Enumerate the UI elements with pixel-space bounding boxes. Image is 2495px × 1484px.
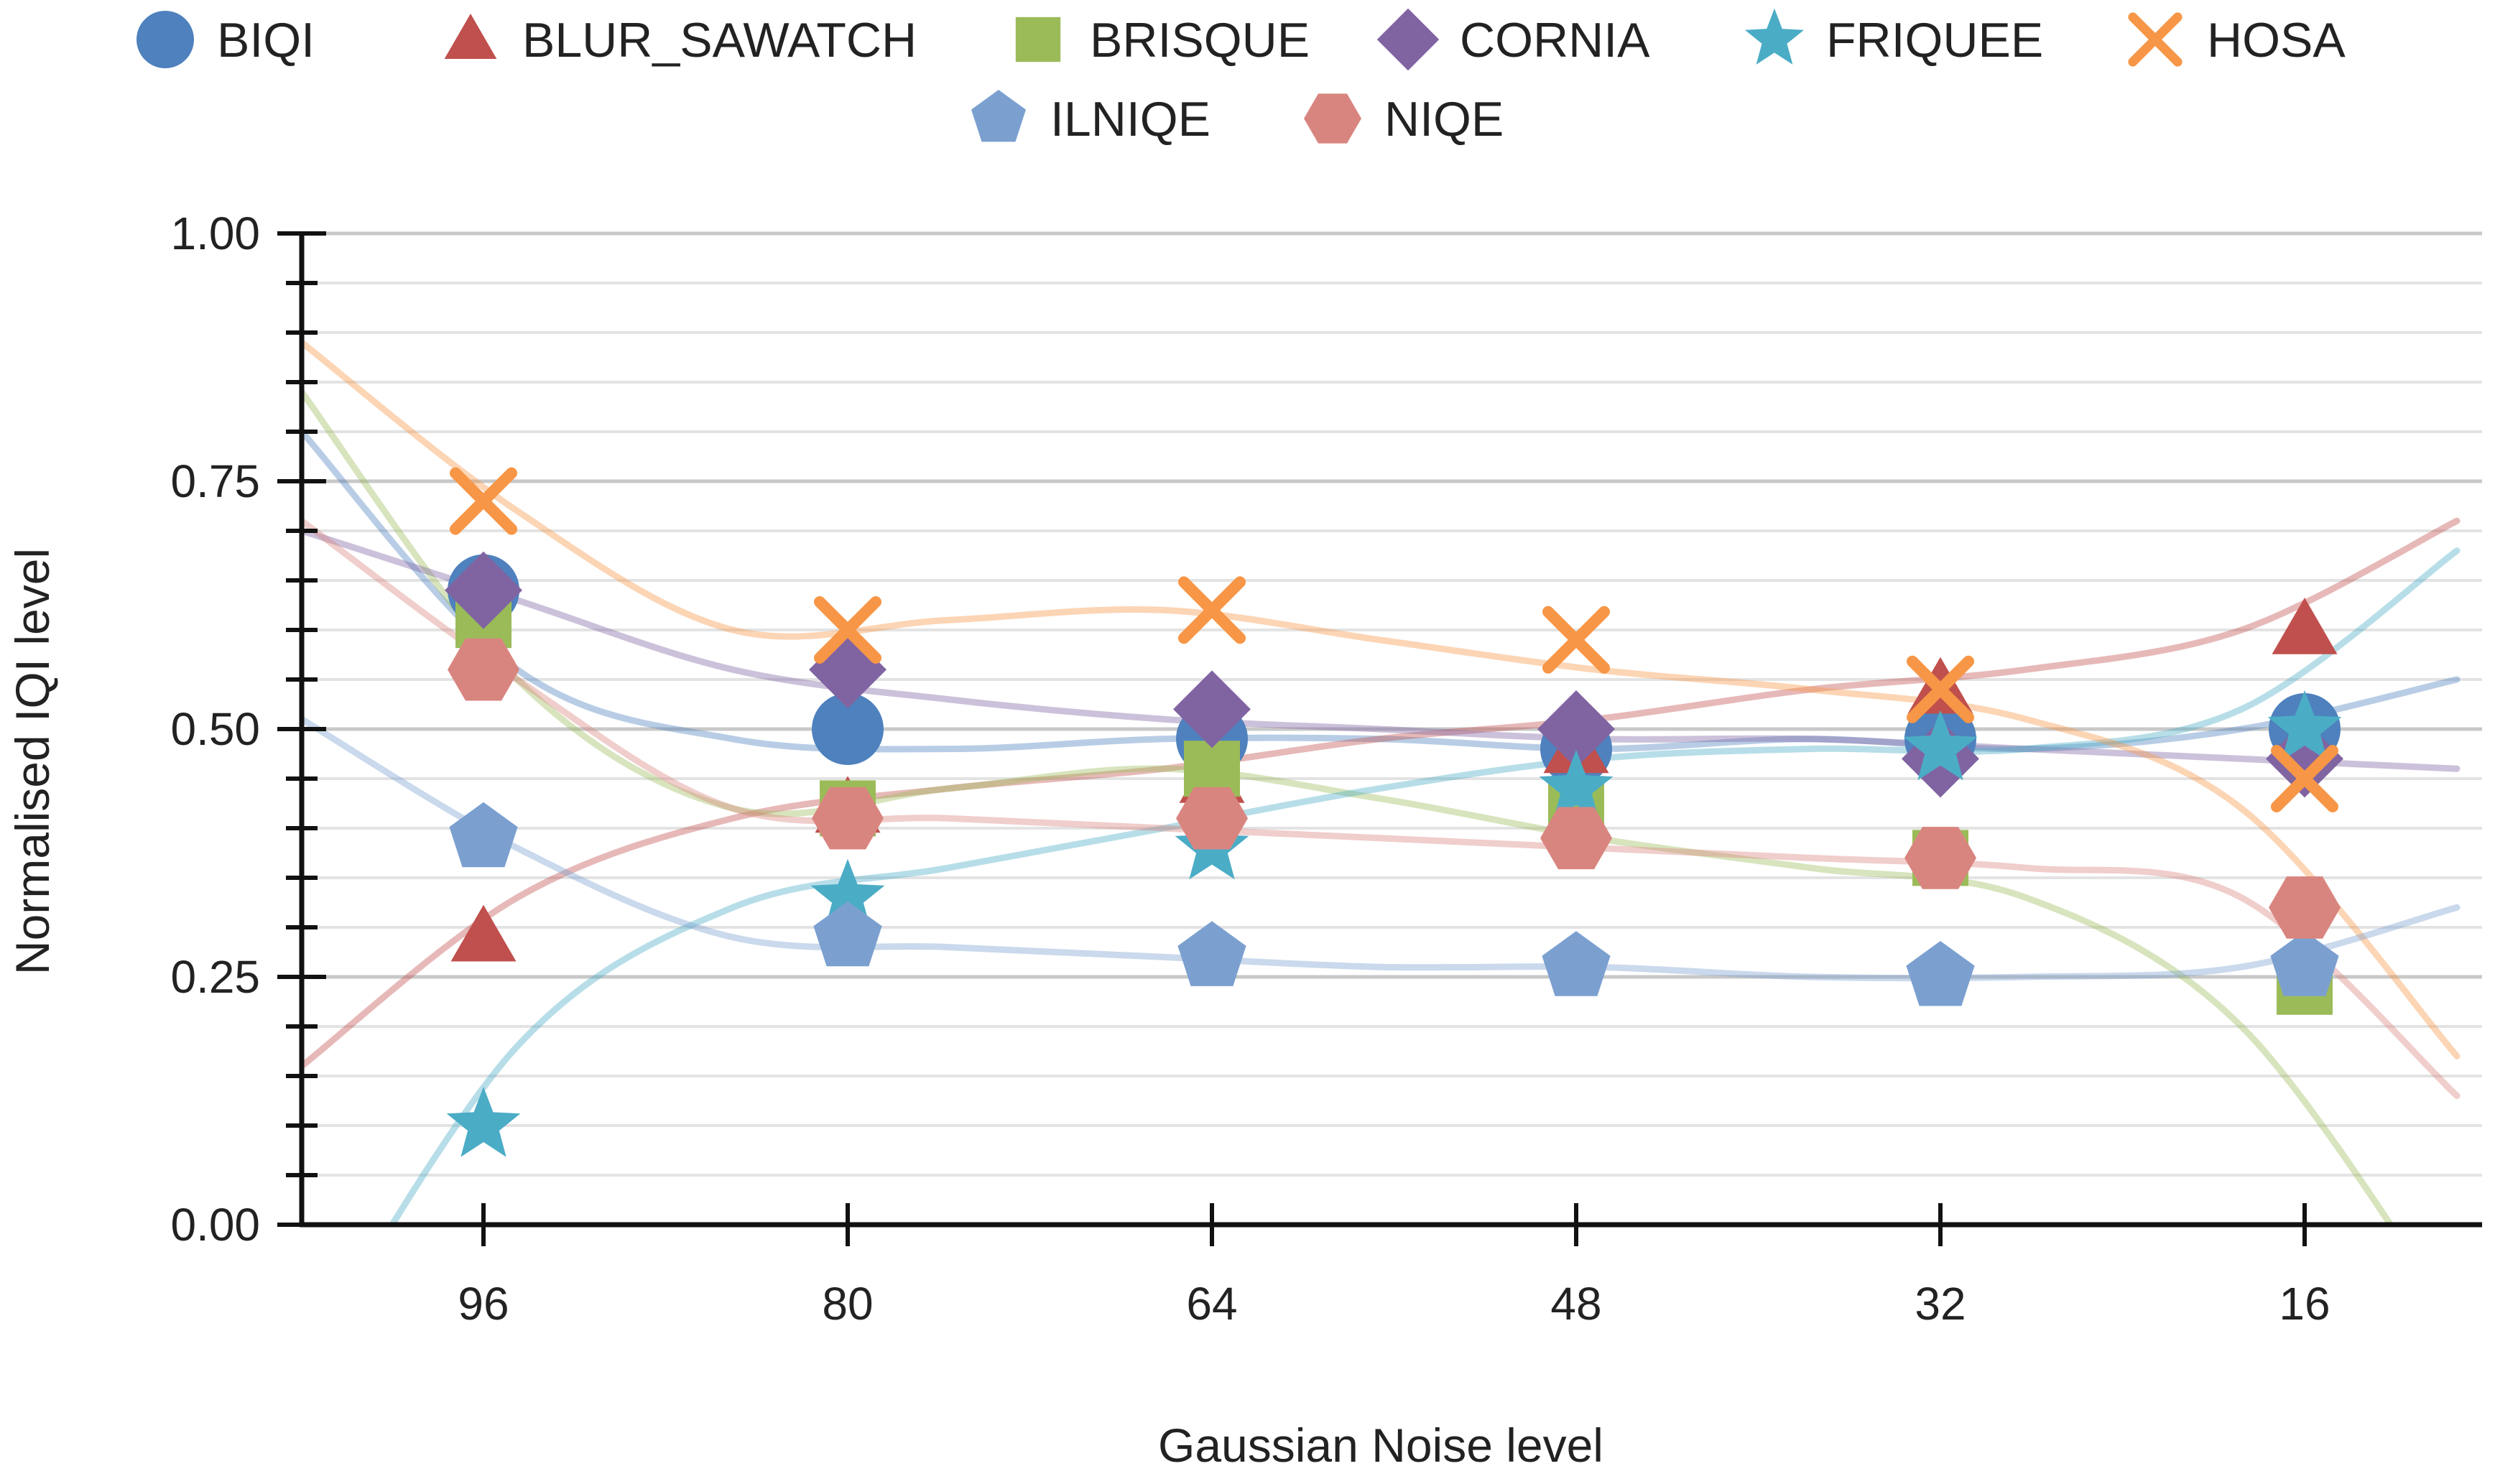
y-tick-label: 0.00 (170, 1199, 260, 1251)
marker-layer (445, 467, 2343, 1157)
legend-marker-ilniqe (971, 90, 1026, 142)
legend-marker-friquee (1744, 8, 1805, 65)
data-point-hosa (814, 596, 881, 664)
data-point-ilniqe (1542, 931, 1611, 996)
data-point-hosa (450, 467, 517, 535)
trendline-layer (302, 339, 2461, 1225)
data-point-niqe (1540, 807, 1612, 870)
data-point-friquee (810, 858, 885, 929)
trendline-blur_sawatch (302, 517, 2461, 1070)
legend-label-biqi: BIQI (217, 13, 315, 68)
x-tick-label: 48 (1550, 1278, 1601, 1330)
x-tick-label: 16 (2279, 1278, 2330, 1330)
legend-label-niqe: NIQE (1384, 92, 1504, 147)
legend-marker-hosa (2128, 12, 2182, 67)
legend-label-blur_sawatch: BLUR_SAWATCH (522, 13, 917, 68)
series-hosa (450, 467, 2338, 812)
legend-item-ilniqe: ILNIQE (971, 90, 1211, 147)
data-point-niqe (2269, 876, 2341, 939)
data-point-niqe (1904, 827, 1976, 889)
trendline-niqe (302, 517, 2461, 1100)
legend-label-ilniqe: ILNIQE (1050, 92, 1211, 147)
data-point-cornia (809, 631, 887, 709)
legend-item-biqi: BIQI (136, 11, 315, 68)
legend-item-cornia: CORNIA (1376, 8, 1650, 71)
trendline-biqi (302, 428, 2461, 753)
trendline-hosa (302, 339, 2461, 1059)
data-point-cornia (1173, 670, 1251, 748)
x-tick-label: 32 (1915, 1278, 1966, 1330)
trendline-brisque (302, 389, 2395, 1225)
data-point-niqe (448, 638, 519, 701)
legend-item-brisque: BRISQUE (1015, 13, 1310, 68)
legend-marker-brisque (1015, 17, 1061, 62)
x-axis-title: Gaussian Noise level (1158, 1419, 1603, 1472)
data-point-blur_sawatch (450, 904, 517, 962)
series-cornia (445, 551, 2343, 798)
legend-item-niqe: NIQE (1304, 92, 1504, 147)
x-tick-label: 96 (458, 1278, 509, 1330)
data-point-cornia (2266, 720, 2343, 798)
y-axis-title: Normalised IQI level (6, 548, 59, 975)
data-point-ilniqe (2270, 931, 2339, 996)
data-point-ilniqe (1906, 941, 1975, 1006)
legend-label-brisque: BRISQUE (1090, 13, 1310, 68)
data-point-blur_sawatch (2272, 598, 2338, 654)
x-tick-label: 64 (1186, 1278, 1237, 1330)
series-friquee (446, 690, 2342, 1157)
legend-marker-biqi (136, 11, 194, 68)
legend-label-hosa: HOSA (2207, 13, 2346, 68)
data-point-hosa (1178, 576, 1246, 644)
legend-marker-cornia (1376, 8, 1440, 71)
y-tick-label: 0.75 (170, 455, 260, 507)
legend-item-friquee: FRIQUEE (1744, 8, 2043, 68)
trendline-ilniqe (302, 715, 2461, 982)
data-point-hosa (2271, 745, 2338, 812)
legend: BIQI BLUR_SAWATCH BRISQUE CORNIA FRIQUEE HOSA… (136, 8, 2346, 147)
legend-marker-blur_sawatch (444, 14, 497, 59)
y-tick-label: 1.00 (170, 208, 260, 259)
data-point-ilniqe (449, 802, 518, 868)
data-point-cornia (1537, 690, 1615, 768)
data-point-friquee (2267, 690, 2342, 761)
data-point-cornia (445, 551, 522, 629)
trendline-cornia (302, 527, 2461, 772)
x-tick-label: 80 (822, 1278, 873, 1330)
legend-label-cornia: CORNIA (1460, 13, 1650, 68)
data-point-friquee (446, 1087, 521, 1157)
data-point-hosa (1907, 655, 1974, 723)
series-ilniqe (449, 802, 2339, 1006)
y-tick-label: 0.25 (170, 951, 260, 1003)
legend-label-friquee: FRIQUEE (1826, 13, 2043, 68)
series-niqe (448, 638, 2341, 939)
data-point-ilniqe (813, 901, 882, 967)
data-point-friquee (1539, 749, 1614, 820)
data-point-hosa (1542, 606, 1610, 674)
data-point-niqe (812, 787, 884, 850)
legend-item-blur_sawatch: BLUR_SAWATCH (444, 13, 917, 68)
data-point-friquee (1903, 710, 1978, 781)
y-tick-label: 0.50 (170, 703, 260, 755)
data-point-biqi (812, 693, 884, 765)
data-point-niqe (1176, 787, 1248, 850)
data-point-ilniqe (1177, 921, 1246, 986)
trendline-friquee (388, 547, 2461, 1225)
legend-marker-niqe (1304, 93, 1361, 144)
axis-layer: Gaussian Noise level Normalised IQI leve… (6, 208, 2482, 1472)
grid-layer (302, 231, 2482, 1177)
legend-item-hosa: HOSA (2128, 12, 2346, 68)
